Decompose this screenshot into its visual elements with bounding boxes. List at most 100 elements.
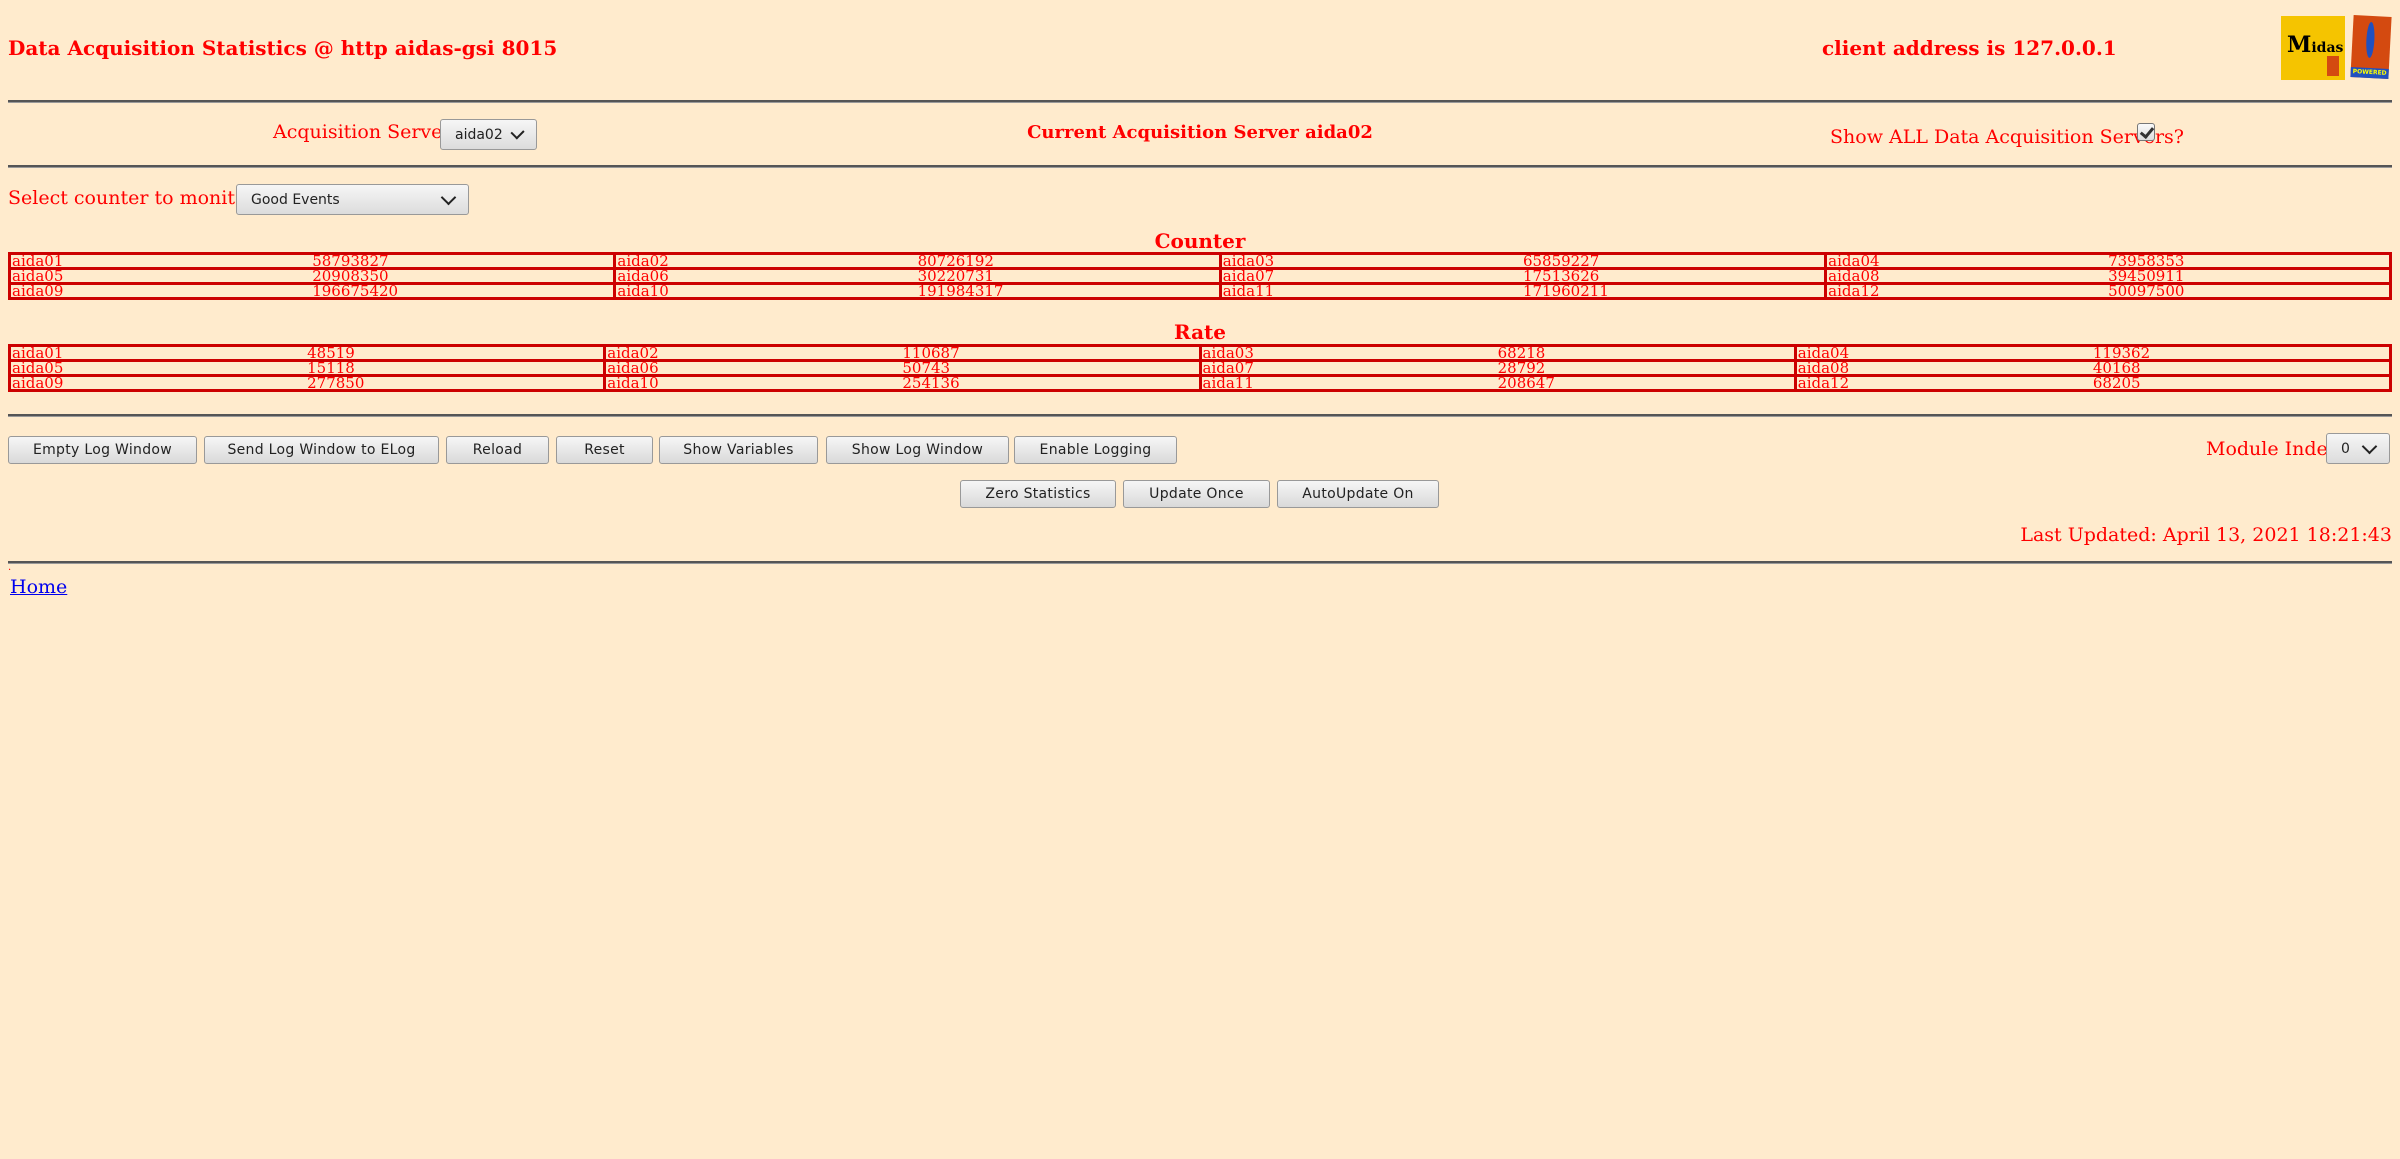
page-title: Data Acquisition Statistics @ http aidas… (8, 36, 558, 60)
server-name: aida07 (1222, 267, 1275, 285)
server-name: aida09 (12, 374, 64, 392)
server-name: aida05 (12, 359, 64, 377)
last-updated: Last Updated: April 13, 2021 18:21:43 (2020, 524, 2392, 546)
server-name: aida01 (12, 252, 64, 270)
table-row: aida05 15118 aida06 50743 aida07 28792 aida08 4… (7, 359, 2393, 377)
counter-select-label: Select counter to monitor (8, 187, 256, 209)
divider (8, 414, 2392, 417)
server-value: 277850 (307, 374, 365, 392)
server-cell: aida01 58793827 (7, 252, 617, 270)
server-name: aida11 (1202, 374, 1254, 392)
reload-button[interactable]: Reload (446, 436, 549, 464)
table-row: aida01 58793827 aida02 80726192 aida03 658592… (7, 252, 2392, 270)
module-index-select[interactable]: 0 (2326, 433, 2390, 464)
server-name: aida05 (12, 267, 64, 285)
server-value: 68205 (2092, 374, 2141, 392)
server-value: 208647 (1497, 374, 1555, 392)
server-name: aida07 (1202, 359, 1254, 377)
divider (8, 165, 2392, 168)
server-name: aida01 (12, 344, 64, 362)
dot: . (8, 562, 12, 573)
server-name: aida09 (12, 282, 64, 300)
server-cell: aida10 191984317 (613, 282, 1222, 300)
server-name: aida04 (1797, 344, 1850, 362)
server-value: 20908350 (312, 267, 389, 285)
current-server: Current Acquisition Server aida02 (1027, 122, 1373, 143)
server-cell: aida11 171960211 (1218, 282, 1828, 300)
enable-logging-button[interactable]: Enable Logging (1014, 436, 1177, 464)
server-value: 58793827 (312, 252, 389, 270)
server-cell: aida12 68205 (1793, 374, 2393, 392)
server-cell: aida09 277850 (7, 374, 607, 392)
server-value: 68218 (1497, 344, 1546, 362)
server-name: aida11 (1222, 282, 1275, 300)
server-cell: aida04 73958353 (1824, 252, 2392, 270)
server-value: 119362 (2092, 344, 2151, 362)
table-row: aida09 196675420 aida10 191984317 aida11 1719… (7, 282, 2392, 300)
server-cell: aida08 39450911 (1824, 267, 2392, 285)
send-log-to-elog-button[interactable]: Send Log Window to ELog (204, 436, 439, 464)
server-value: 48519 (307, 344, 355, 362)
server-value: 191984317 (917, 282, 1004, 300)
autoupdate-button[interactable]: AutoUpdate On (1277, 480, 1439, 508)
server-cell: aida11 208647 (1198, 374, 1797, 392)
server-cell: aida06 30220731 (613, 267, 1222, 285)
counter-table: aida01 58793827 aida02 80726192 aida03 658592… (7, 252, 2392, 300)
counter-select[interactable]: Good Events (236, 184, 469, 215)
chevron-down-icon (440, 189, 457, 205)
chevron-down-icon (2361, 438, 2378, 454)
server-value: 39450911 (2108, 267, 2185, 285)
rate-title: Rate (1173, 320, 1226, 344)
server-name: aida04 (1828, 252, 1880, 270)
update-once-button[interactable]: Update Once (1123, 480, 1270, 508)
show-all-checkbox[interactable] (2137, 123, 2155, 141)
show-log-window-button[interactable]: Show Log Window (826, 436, 1009, 464)
server-value: 28792 (1497, 359, 1546, 377)
acquisition-server-select[interactable]: aida02 (440, 119, 537, 150)
server-value: 110687 (902, 344, 960, 362)
server-cell: aida02 80726192 (613, 252, 1222, 270)
server-cell: aida01 48519 (7, 344, 607, 362)
empty-log-window-button[interactable]: Empty Log Window (8, 436, 197, 464)
server-cell: aida03 65859227 (1218, 252, 1828, 270)
server-cell: aida07 28792 (1198, 359, 1797, 377)
server-cell: aida02 110687 (603, 344, 1202, 362)
module-index-label: Module Index (2206, 438, 2339, 460)
server-name: aida08 (1828, 267, 1880, 285)
server-cell: aida09 196675420 (7, 282, 617, 300)
home-link[interactable]: Home (10, 576, 68, 598)
show-variables-button[interactable]: Show Variables (659, 436, 818, 464)
server-name: aida06 (617, 267, 669, 285)
server-value: 80726192 (917, 252, 994, 270)
server-value: 30220731 (917, 267, 994, 285)
server-value: 196675420 (312, 282, 399, 300)
server-cell: aida12 50097500 (1824, 282, 2392, 300)
table-row: aida09 277850 aida10 254136 aida11 208647 aida… (7, 374, 2393, 392)
server-cell: aida05 15118 (7, 359, 607, 377)
server-value: 40168 (2092, 359, 2141, 377)
server-value: 73958353 (2108, 252, 2185, 270)
server-name: aida12 (1828, 282, 1880, 300)
table-row: aida05 20908350 aida06 30220731 aida07 175136… (7, 267, 2392, 285)
server-name: aida12 (1797, 374, 1850, 392)
zero-statistics-button[interactable]: Zero Statistics (960, 480, 1116, 508)
server-name: aida02 (607, 344, 659, 362)
reset-button[interactable]: Reset (556, 436, 653, 464)
selected-counter: Good Events (251, 191, 340, 208)
server-name: aida10 (607, 374, 659, 392)
acquisition-servers-label: Acquisition Servers (273, 121, 462, 143)
divider (8, 100, 2392, 103)
server-name: aida03 (1222, 252, 1275, 270)
divider (8, 561, 2392, 564)
server-value: 15118 (307, 359, 355, 377)
server-value: 65859227 (1522, 252, 1600, 270)
server-value: 17513626 (1522, 267, 1600, 285)
tcl-powered-logo: POWERED (2350, 15, 2392, 79)
server-value: 254136 (902, 374, 960, 392)
counter-title: Counter (1154, 229, 1246, 253)
rate-table: aida01 48519 aida02 110687 aida03 68218 aida04… (7, 344, 2393, 392)
server-name: aida03 (1202, 344, 1254, 362)
midas-logo: Midas (2281, 16, 2345, 80)
server-value: 50743 (902, 359, 951, 377)
server-name: aida08 (1797, 359, 1850, 377)
